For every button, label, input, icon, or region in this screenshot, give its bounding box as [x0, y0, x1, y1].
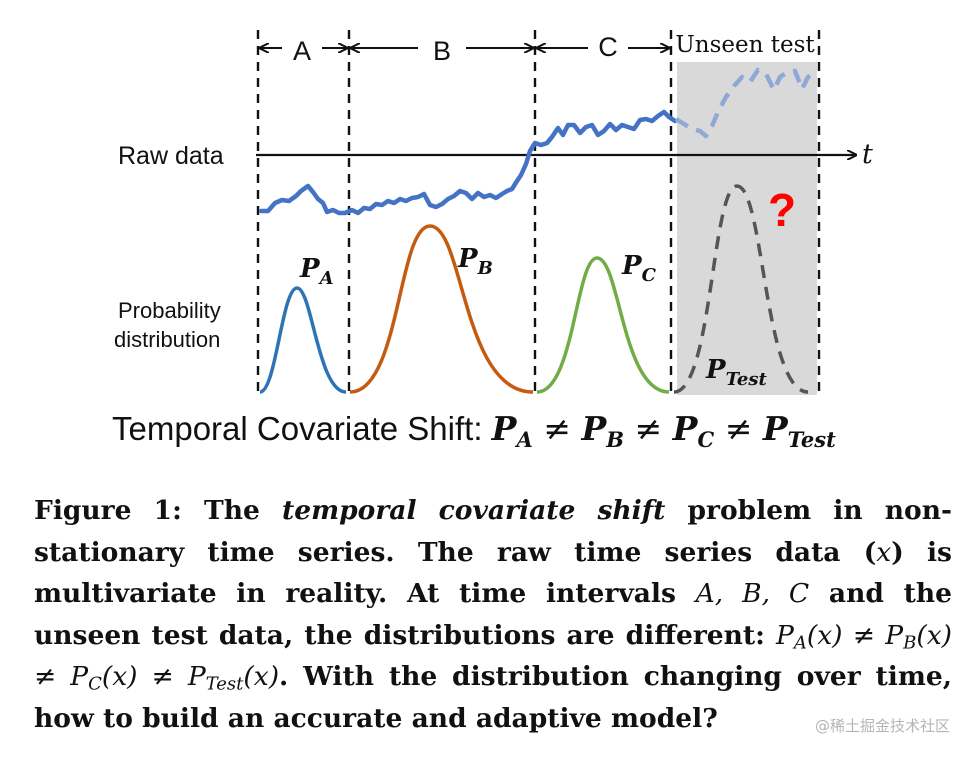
figure-caption: Figure 1: The temporal covariate shift p… — [34, 490, 952, 739]
caption-text: problem in non-stationary time series. T… — [34, 495, 952, 568]
interval-b-label: B — [433, 36, 451, 66]
caption-neq: ≠ — [842, 619, 886, 651]
distribution-test-curve — [673, 184, 809, 394]
figure-diagram: A B C Unseen test t Raw data Probability… — [112, 30, 873, 452]
distribution-test-label: PTest — [705, 355, 767, 390]
unseen-test-region — [677, 62, 817, 395]
distribution-c-curve — [536, 256, 670, 394]
unseen-test-label: Unseen test — [675, 32, 815, 58]
raw-data-series — [258, 109, 678, 216]
caption-text: Figure 1: The — [34, 495, 282, 526]
caption-math-intervals: A, B, C — [695, 578, 810, 609]
caption-math-pc: PC(x) — [70, 661, 138, 695]
interval-separators — [256, 30, 821, 398]
caption-text: . With the distribution changing over ti… — [34, 661, 952, 734]
distribution-b-label: PB — [457, 244, 493, 279]
caption-math-pa: PA(x) — [776, 619, 843, 653]
caption-neq: ≠ — [34, 661, 71, 692]
distribution-c-label: PC — [621, 251, 657, 286]
caption-math-ptest: PTest(x) — [187, 661, 280, 695]
raw-data-label: Raw data — [118, 142, 224, 170]
distribution-b-curve — [349, 224, 534, 394]
watermark: @稀土掘金技术社区 — [814, 717, 950, 735]
caption-math-x: x — [876, 536, 892, 568]
distribution-a-curve — [259, 286, 347, 394]
question-mark: ? — [768, 184, 796, 236]
caption-text: ) is multivariate in reality. At time in… — [34, 536, 952, 610]
interval-a-label: A — [293, 36, 311, 66]
distribution-a-label: PA — [299, 254, 334, 289]
shift-equation: Temporal Covariate Shift: PA ≠ PB ≠ PC ≠… — [112, 409, 836, 452]
time-axis-label: t — [862, 139, 873, 170]
caption-text: and the unseen test data, the distributi… — [34, 578, 952, 651]
caption-math-pb: PB(x) — [885, 619, 952, 653]
unseen-data-series — [674, 67, 817, 139]
caption-italic-term: temporal covariate shift — [281, 495, 666, 526]
probability-label-line2: distribution — [114, 327, 220, 352]
caption-neq: ≠ — [137, 661, 188, 692]
probability-label-line1: Probability — [118, 298, 221, 323]
interval-c-label: C — [598, 32, 618, 62]
